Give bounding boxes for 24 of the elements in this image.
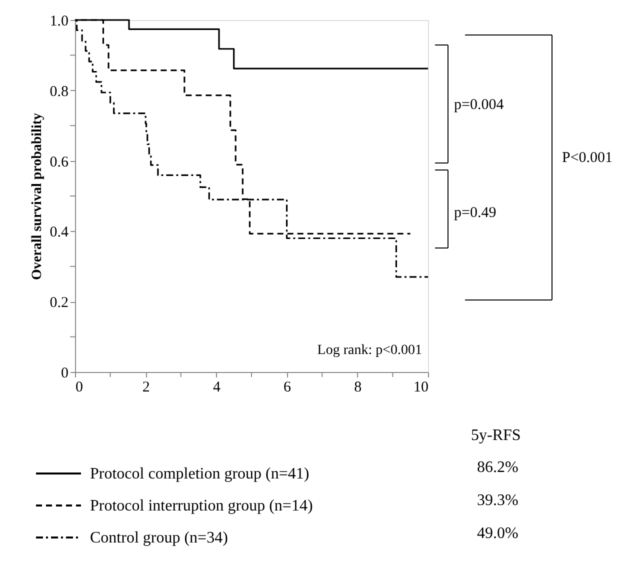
y-tick-label: 0 <box>61 366 68 382</box>
legend-label: Protocol interruption group (n=14) <box>90 498 313 514</box>
annotation: Log rank: p<0.001 <box>317 343 422 358</box>
x-tick-label: 4 <box>212 380 221 396</box>
y-tick-label: 0.8 <box>50 84 68 100</box>
text: p=0.004 <box>454 97 504 113</box>
x-tick-label: 0 <box>76 380 83 396</box>
text: 39.3% <box>477 492 518 509</box>
x-tick-label: 10 <box>414 380 428 396</box>
y-tick-label: 1.0 <box>50 14 68 30</box>
y-tick-label: 0.6 <box>50 154 69 170</box>
x-tick-label: 2 <box>142 380 150 396</box>
x-tick-label: 8 <box>354 380 362 396</box>
x-tick-label: 6 <box>284 380 292 396</box>
legend-label: Control group (n=34) <box>90 530 228 546</box>
legend-label: Protocol completion group (n=41) <box>90 466 310 482</box>
legend-title: 5y-RFS <box>471 427 521 444</box>
text: p=0.49 <box>454 205 496 221</box>
y-axis-title: Overall survival probability <box>30 113 45 280</box>
y-tick-label: 0.4 <box>50 224 69 241</box>
text: 49.0% <box>477 525 518 542</box>
text: P<0.001 <box>562 150 613 166</box>
y-tick-label: 0.2 <box>50 295 68 312</box>
text: 86.2% <box>477 459 518 476</box>
